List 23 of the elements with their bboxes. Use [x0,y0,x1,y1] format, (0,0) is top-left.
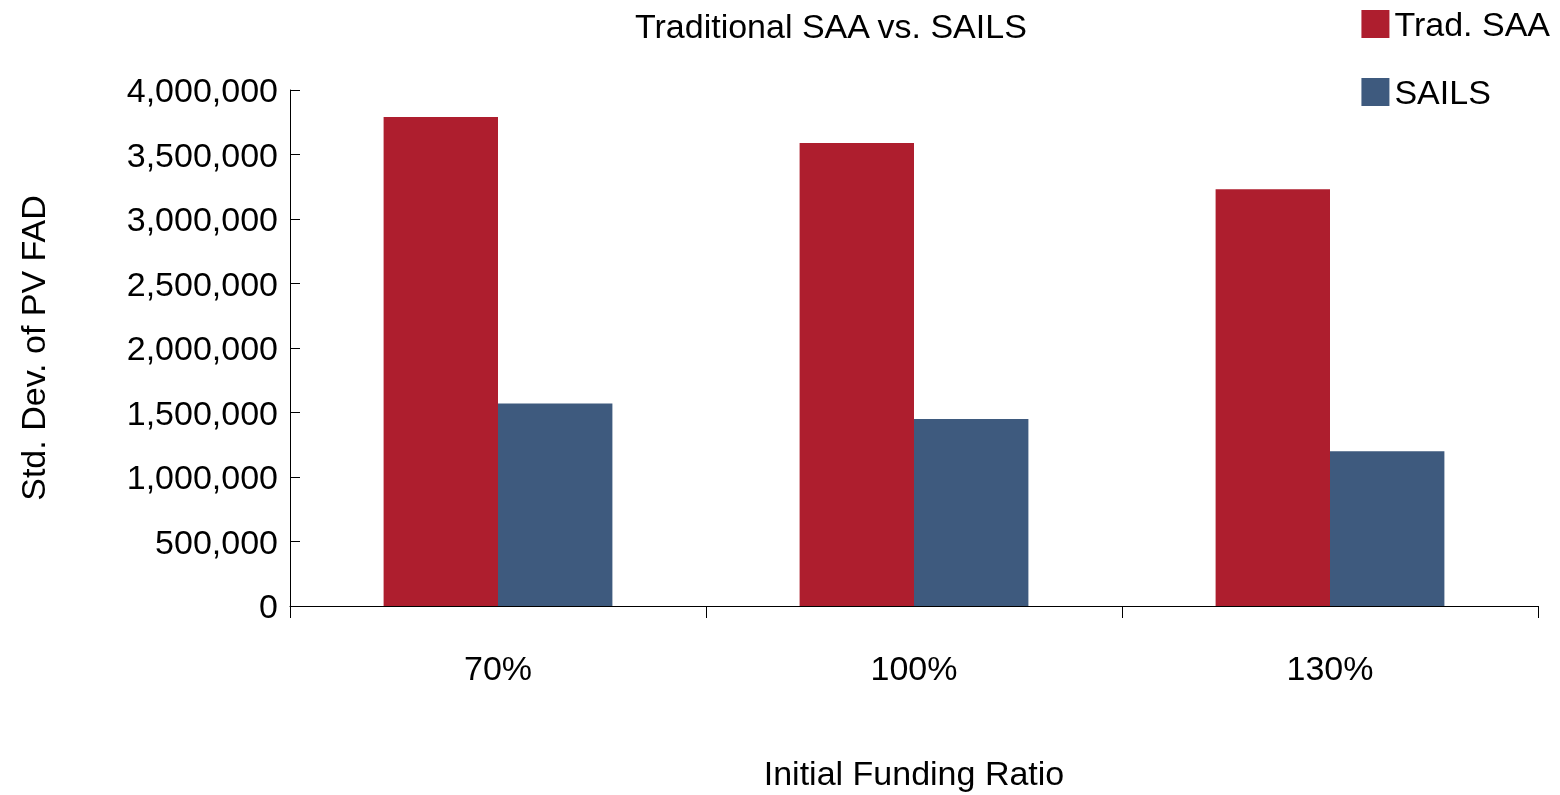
y-tick-label: 3,000,000 [126,200,278,238]
x-tick-label: 70% [463,649,533,687]
y-tick-label: 0 [259,587,278,625]
y-axis-title: Std. Dev. of PV FAD [14,195,52,501]
bar [1330,451,1445,606]
chart-title: Traditional SAA vs. SAILS [635,7,1027,45]
y-tick-label: 1,500,000 [126,393,278,432]
x-tick-label: 100% [870,649,958,687]
bar [383,117,498,606]
y-tick-label: 1,000,000 [126,458,278,496]
bar [914,418,1029,606]
x-axis-title: Initial Funding Ratio [763,754,1065,792]
legend-label: SAILS [1394,73,1491,111]
y-tick-label: 2,000,000 [126,329,278,367]
bar [1215,189,1330,606]
y-tick-label: 2,500,000 [126,264,278,303]
y-tick-label: 500,000 [155,522,278,561]
y-tick-label: 3,500,000 [126,135,278,174]
y-tick-label: 4,000,000 [126,71,278,109]
legend-label: Trad. SAA [1394,5,1551,43]
bar [498,403,613,606]
x-tick-label: 130% [1286,649,1374,687]
bar [799,142,914,606]
